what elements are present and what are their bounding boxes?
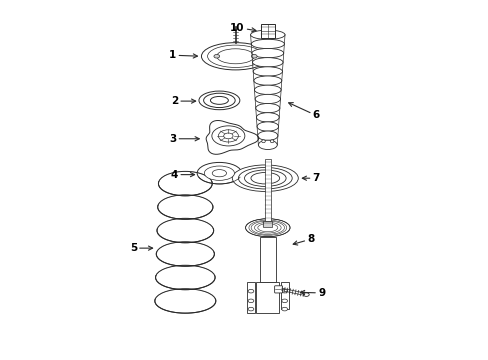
Ellipse shape <box>281 307 287 311</box>
Ellipse shape <box>245 219 289 237</box>
Ellipse shape <box>201 42 269 70</box>
Ellipse shape <box>216 49 254 64</box>
Bar <box>263 221 272 226</box>
Ellipse shape <box>255 104 279 113</box>
Ellipse shape <box>270 140 273 143</box>
Ellipse shape <box>197 162 241 184</box>
Text: 3: 3 <box>169 134 199 144</box>
Ellipse shape <box>252 58 283 67</box>
Ellipse shape <box>253 76 281 85</box>
Bar <box>260 237 275 282</box>
Ellipse shape <box>211 126 244 146</box>
Ellipse shape <box>257 131 277 140</box>
FancyBboxPatch shape <box>274 286 282 293</box>
Ellipse shape <box>247 299 253 303</box>
Polygon shape <box>206 121 258 154</box>
Ellipse shape <box>261 140 265 143</box>
Ellipse shape <box>250 172 279 184</box>
Text: 5: 5 <box>129 243 152 253</box>
Bar <box>261 24 274 38</box>
Ellipse shape <box>232 165 298 192</box>
Ellipse shape <box>258 140 277 149</box>
Ellipse shape <box>244 170 285 186</box>
Text: 7: 7 <box>302 173 319 183</box>
Ellipse shape <box>251 39 284 49</box>
Ellipse shape <box>207 45 263 67</box>
Bar <box>280 282 288 309</box>
Ellipse shape <box>257 122 278 131</box>
Text: 10: 10 <box>230 23 255 33</box>
Ellipse shape <box>223 133 233 139</box>
Text: 2: 2 <box>171 96 195 106</box>
Text: 8: 8 <box>293 234 314 245</box>
Ellipse shape <box>199 91 239 110</box>
Bar <box>256 282 279 313</box>
Ellipse shape <box>251 221 284 234</box>
Ellipse shape <box>281 299 287 303</box>
Ellipse shape <box>251 54 257 58</box>
Ellipse shape <box>303 293 308 296</box>
Ellipse shape <box>247 307 253 311</box>
Ellipse shape <box>253 67 282 76</box>
Ellipse shape <box>204 166 234 180</box>
Ellipse shape <box>247 289 253 293</box>
Ellipse shape <box>281 289 287 293</box>
Text: 6: 6 <box>288 103 319 121</box>
Ellipse shape <box>210 96 228 104</box>
Bar <box>264 159 270 221</box>
Bar <box>246 282 254 313</box>
Ellipse shape <box>255 94 280 104</box>
Ellipse shape <box>203 93 235 108</box>
Ellipse shape <box>250 30 285 40</box>
Ellipse shape <box>218 130 238 142</box>
Ellipse shape <box>251 49 283 58</box>
Ellipse shape <box>256 113 279 122</box>
Ellipse shape <box>238 167 292 189</box>
Ellipse shape <box>212 170 226 177</box>
Text: 4: 4 <box>170 170 194 180</box>
Ellipse shape <box>213 54 219 58</box>
Text: 1: 1 <box>169 50 197 60</box>
Text: 9: 9 <box>300 288 325 298</box>
Ellipse shape <box>254 85 281 94</box>
